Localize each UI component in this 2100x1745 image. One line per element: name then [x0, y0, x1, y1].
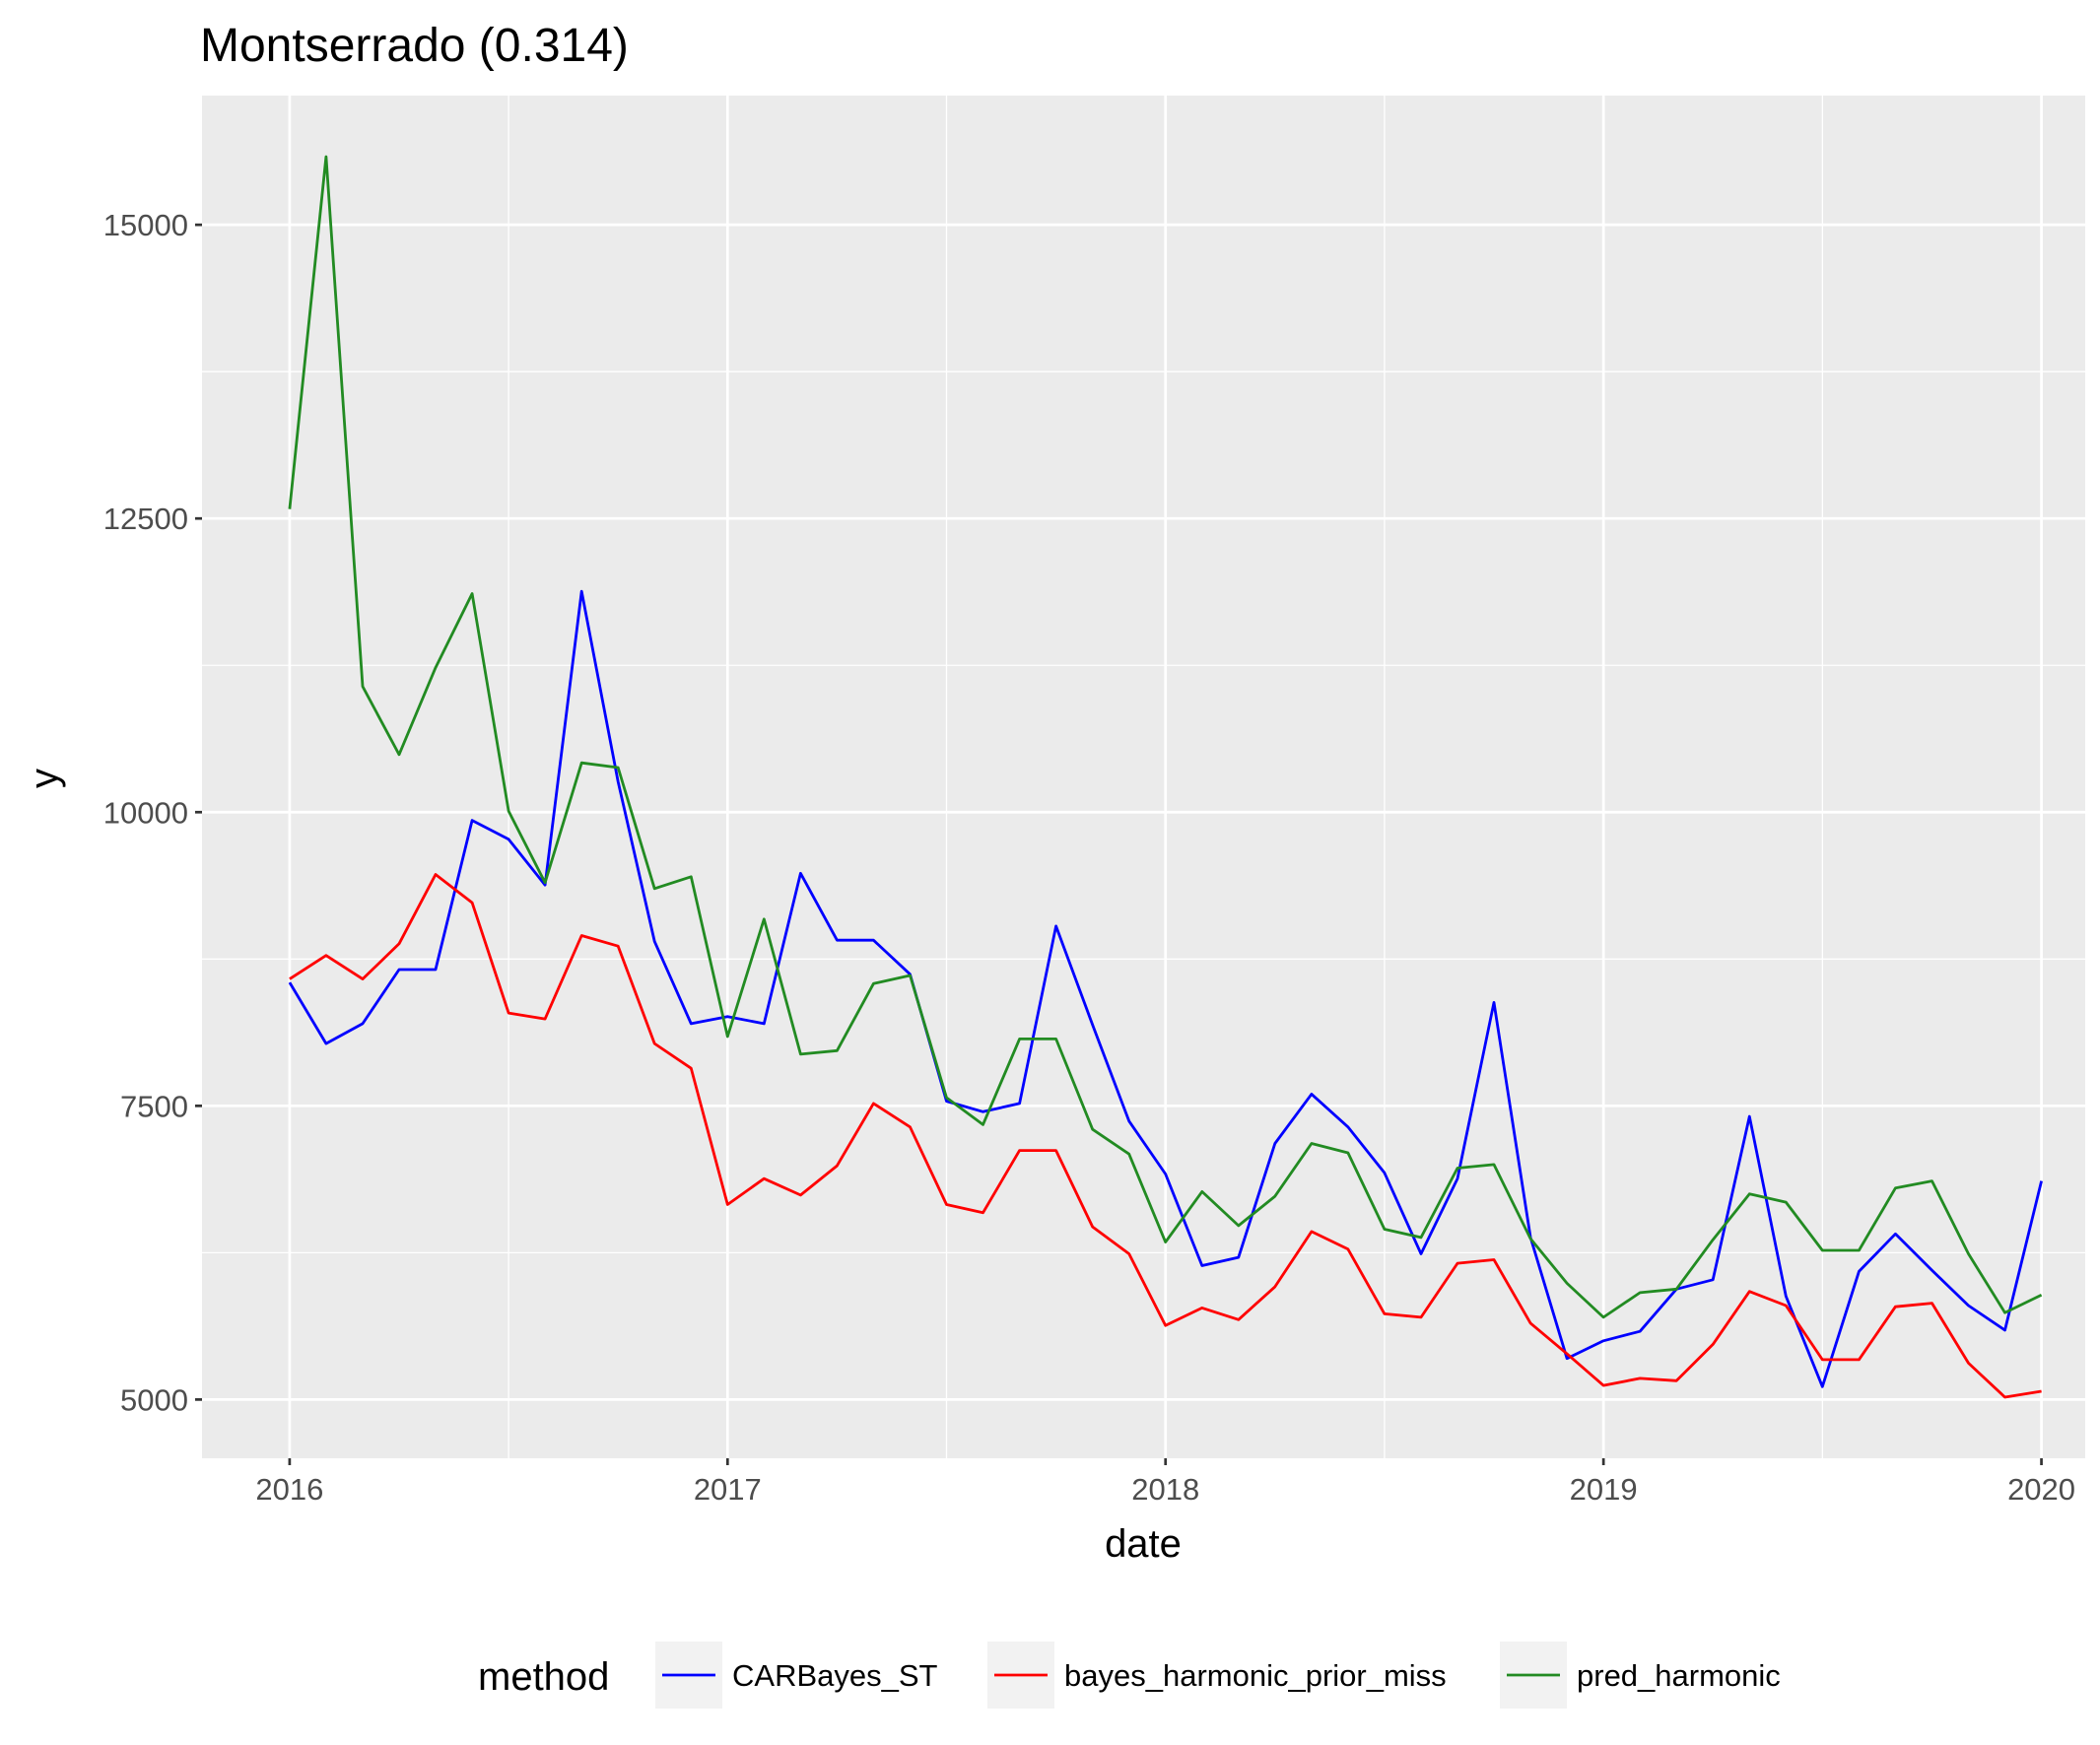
x-axis-title: date — [1105, 1522, 1182, 1566]
y-tick-label: 7500 — [120, 1089, 188, 1123]
y-axis: 5000 7500 10000 12500 15000 — [103, 208, 202, 1417]
major-gridlines — [202, 96, 2085, 1458]
x-axis: 2016 2017 2018 2019 2020 — [255, 1458, 2075, 1507]
series-lines — [288, 155, 2043, 1399]
minor-gridlines — [202, 96, 2085, 1458]
chart-title: Montserrado (0.314) — [200, 20, 629, 72]
legend-label: CARBayes_ST — [732, 1658, 938, 1693]
x-tick-label: 2018 — [1131, 1472, 1199, 1507]
y-tick-label: 10000 — [103, 795, 188, 830]
legend-label: pred_harmonic — [1577, 1658, 1781, 1693]
series-line-pred_harmonic — [288, 155, 2043, 1319]
y-tick-label: 12500 — [103, 502, 188, 536]
series-line-bayes_harmonic_prior_miss — [289, 873, 2042, 1399]
y-tick-label: 5000 — [120, 1382, 188, 1417]
x-tick-label: 2016 — [255, 1472, 323, 1507]
x-tick-label: 2019 — [1570, 1472, 1638, 1507]
x-tick-label: 2017 — [694, 1472, 762, 1507]
series-line-CARBayes_ST — [288, 589, 2043, 1388]
legend: method CARBayes_ST bayes_harmonic_prior_m… — [478, 1642, 1781, 1709]
x-tick-label: 2020 — [2007, 1472, 2075, 1507]
legend-title: method — [478, 1655, 609, 1699]
plot-panel — [202, 96, 2085, 1458]
y-axis-title: y — [23, 769, 66, 788]
legend-label: bayes_harmonic_prior_miss — [1064, 1658, 1447, 1693]
y-tick-label: 15000 — [103, 208, 188, 242]
